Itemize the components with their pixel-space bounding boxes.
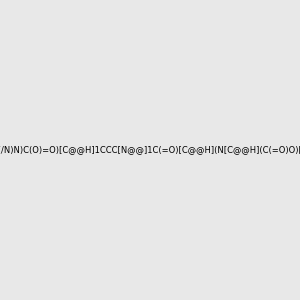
Text: O=C(N[C@@H](CCC\N=C(/N)N)C(O)=O)[C@@H]1CCC[N@@]1C(=O)[C@@H](N[C@@H](C(=O)O)[C@H]: O=C(N[C@@H](CCC\N=C(/N)N)C(O)=O)[C@@H]1C… xyxy=(0,146,300,154)
